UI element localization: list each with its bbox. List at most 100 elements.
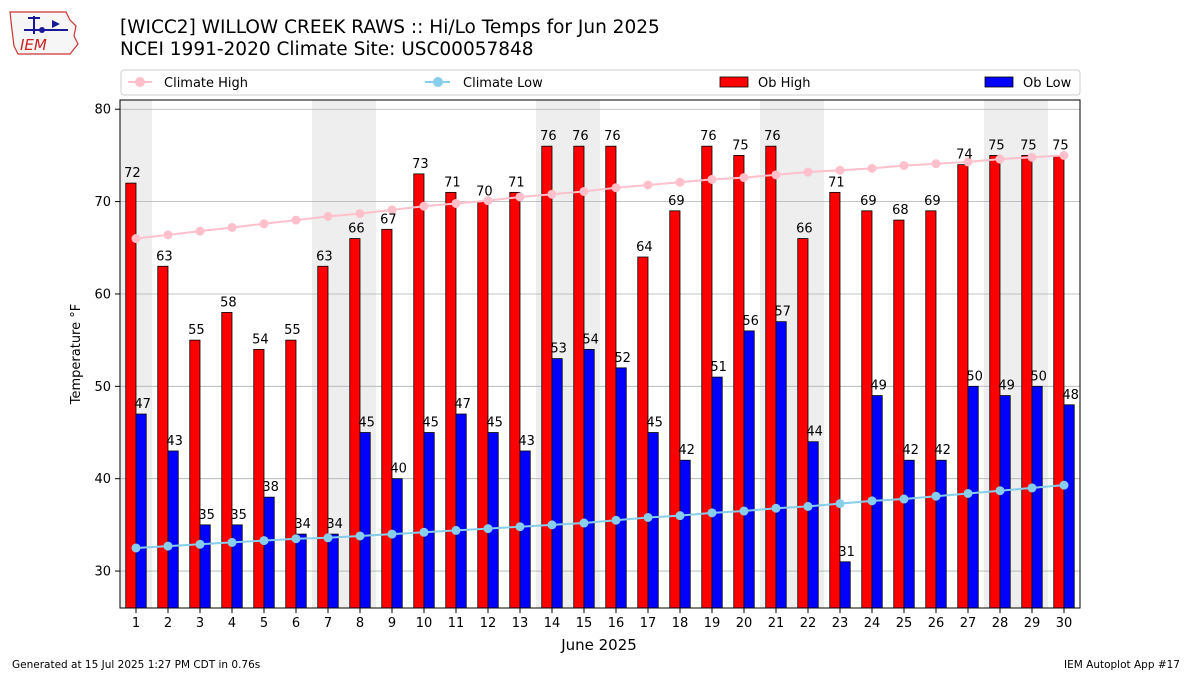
ob-high-value-label-day-21: 76 <box>764 129 781 144</box>
ob-high-value-label-day-11: 71 <box>444 175 461 190</box>
climate-low-point-day-19 <box>707 508 717 518</box>
x-tick-label-26: 26 <box>928 616 945 631</box>
x-tick-label-6: 6 <box>292 616 300 631</box>
app-credit: IEM Autoplot App #17 <box>1064 659 1180 671</box>
climate-low-point-day-17 <box>643 512 653 522</box>
climate-high-point-day-6 <box>291 215 301 225</box>
ob-low-bar-day-20 <box>743 330 755 609</box>
climate-high-point-day-5 <box>259 219 269 229</box>
ob-low-value-label-day-27: 50 <box>966 369 983 384</box>
climate-high-point-day-12 <box>483 196 493 206</box>
ob-low-value-label-day-29: 50 <box>1030 369 1047 384</box>
climate-low-point-day-21 <box>771 503 781 513</box>
ob-low-value-label-day-25: 42 <box>902 443 919 458</box>
ob-high-bar-day-13 <box>509 191 521 609</box>
ob-low-bar-day-19 <box>711 376 723 609</box>
ob-low-value-label-day-15: 54 <box>582 332 599 347</box>
x-tick-label-30: 30 <box>1056 616 1073 631</box>
ob-low-value-label-day-10: 45 <box>422 416 439 431</box>
climate-low-point-day-12 <box>483 524 493 534</box>
climate-high-point-day-18 <box>675 177 685 187</box>
climate-high-point-day-24 <box>867 163 877 173</box>
ob-low-value-label-day-30: 48 <box>1062 388 1079 403</box>
climate-low-point-day-29 <box>1027 483 1037 493</box>
ob-high-value-label-day-16: 76 <box>604 129 621 144</box>
ob-high-value-label-day-17: 64 <box>636 240 653 255</box>
bar-value-labels: 72 63 55 58 54 55 63 66 67 73 71 70 71 76 76 76 64 69 76 75… <box>124 129 1079 560</box>
x-tick-label-10: 10 <box>416 616 433 631</box>
x-tick-label-1: 1 <box>132 616 140 631</box>
ob-high-value-label-day-15: 76 <box>572 129 589 144</box>
y-tick-label-60: 60 <box>94 287 111 302</box>
ob-high-bar-day-24 <box>861 210 873 609</box>
y-tick-label-70: 70 <box>94 195 111 210</box>
ob-low-value-label-day-19: 51 <box>710 360 727 375</box>
climate-low-point-day-7 <box>323 533 333 543</box>
ob-low-bar-day-28 <box>999 395 1011 609</box>
ob-high-bar-day-21 <box>765 145 777 609</box>
weather-station-icon <box>24 16 68 34</box>
legend-item-ob-high: Ob High <box>719 76 811 91</box>
y-tick-label-80: 80 <box>94 103 111 118</box>
ob-low-value-label-day-24: 49 <box>870 379 887 394</box>
climate-low-point-day-4 <box>227 537 237 547</box>
climate-high-point-day-28 <box>995 154 1005 164</box>
ob-low-value-label-day-11: 47 <box>454 397 471 412</box>
ob-low-value-label-day-5: 38 <box>262 480 279 495</box>
ob-high-value-label-day-12: 70 <box>476 185 493 200</box>
climate-high-point-day-11 <box>451 198 461 208</box>
ob-low-value-label-day-21: 57 <box>774 305 791 320</box>
ob-high-value-label-day-14: 76 <box>540 129 557 144</box>
legend-item-climate-low: Climate Low <box>425 76 543 91</box>
climate-low-point-day-27 <box>963 488 973 498</box>
ob-high-value-label-day-13: 71 <box>508 175 525 190</box>
climate-low-point-day-2 <box>163 541 173 551</box>
x-tick-label-3: 3 <box>196 616 204 631</box>
legend-climate-high-label: Climate High <box>164 76 248 91</box>
ob-high-value-label-day-7: 63 <box>316 249 333 264</box>
climate-high-point-day-9 <box>387 205 397 215</box>
legend-ob-high-label: Ob High <box>758 76 811 91</box>
plot-frame <box>119 99 1081 609</box>
climate-low-point-day-3 <box>195 539 205 549</box>
x-tick-label-4: 4 <box>228 616 236 631</box>
climate-low-point-day-18 <box>675 511 685 521</box>
climate-high-point-day-1 <box>131 234 141 244</box>
ob-low-bar-day-30 <box>1063 404 1075 609</box>
climate-low-point-day-25 <box>899 494 909 504</box>
ob-low-value-label-day-16: 52 <box>614 351 631 366</box>
ob-high-bar-day-14 <box>541 145 553 609</box>
ob-low-value-label-day-18: 42 <box>678 443 695 458</box>
ob-high-bar-day-18 <box>669 210 681 609</box>
climate-low-point-day-5 <box>259 536 269 546</box>
climate-low-point-day-8 <box>355 531 365 541</box>
ob-low-value-label-day-7: 34 <box>326 517 343 532</box>
climate-high-point-day-23 <box>835 165 845 175</box>
climate-low-point-day-9 <box>387 529 397 539</box>
ob-high-bar-day-5 <box>253 348 265 609</box>
ob-high-value-label-day-1: 72 <box>124 166 141 181</box>
climate-high-point-day-10 <box>419 201 429 211</box>
x-tick-label-18: 18 <box>672 616 689 631</box>
ob-high-bar-day-7 <box>317 265 329 609</box>
ob-low-value-label-day-9: 40 <box>390 462 407 477</box>
ob-low-value-label-day-12: 45 <box>486 416 503 431</box>
ob-high-value-label-day-10: 73 <box>412 157 429 172</box>
ob-low-value-label-day-23: 31 <box>838 545 855 560</box>
ob-high-value-label-day-25: 68 <box>892 203 909 218</box>
ob-high-value-label-day-30: 75 <box>1052 138 1069 153</box>
x-tick-label-24: 24 <box>864 616 881 631</box>
ob-high-value-label-day-5: 54 <box>252 332 269 347</box>
logo-text: IEM <box>20 36 47 54</box>
ob-high-bar-day-27 <box>957 164 969 609</box>
x-axis: 1 2 3 4 5 6 7 8 9 10 11 12 13 14 15 16 17 18 19 20 21 22 23 24 2… <box>132 608 1072 631</box>
ob-low-value-label-day-20: 56 <box>742 314 759 329</box>
ob-high-value-label-day-6: 55 <box>284 323 301 338</box>
ob-high-bar-day-10 <box>413 173 425 609</box>
ob-low-bar-day-26 <box>935 459 947 609</box>
climate-high-point-day-22 <box>803 167 813 177</box>
x-tick-label-21: 21 <box>768 616 785 631</box>
climate-high-point-day-27 <box>963 157 973 167</box>
climate-high-point-day-3 <box>195 226 205 236</box>
ob-low-value-label-day-28: 49 <box>998 379 1015 394</box>
